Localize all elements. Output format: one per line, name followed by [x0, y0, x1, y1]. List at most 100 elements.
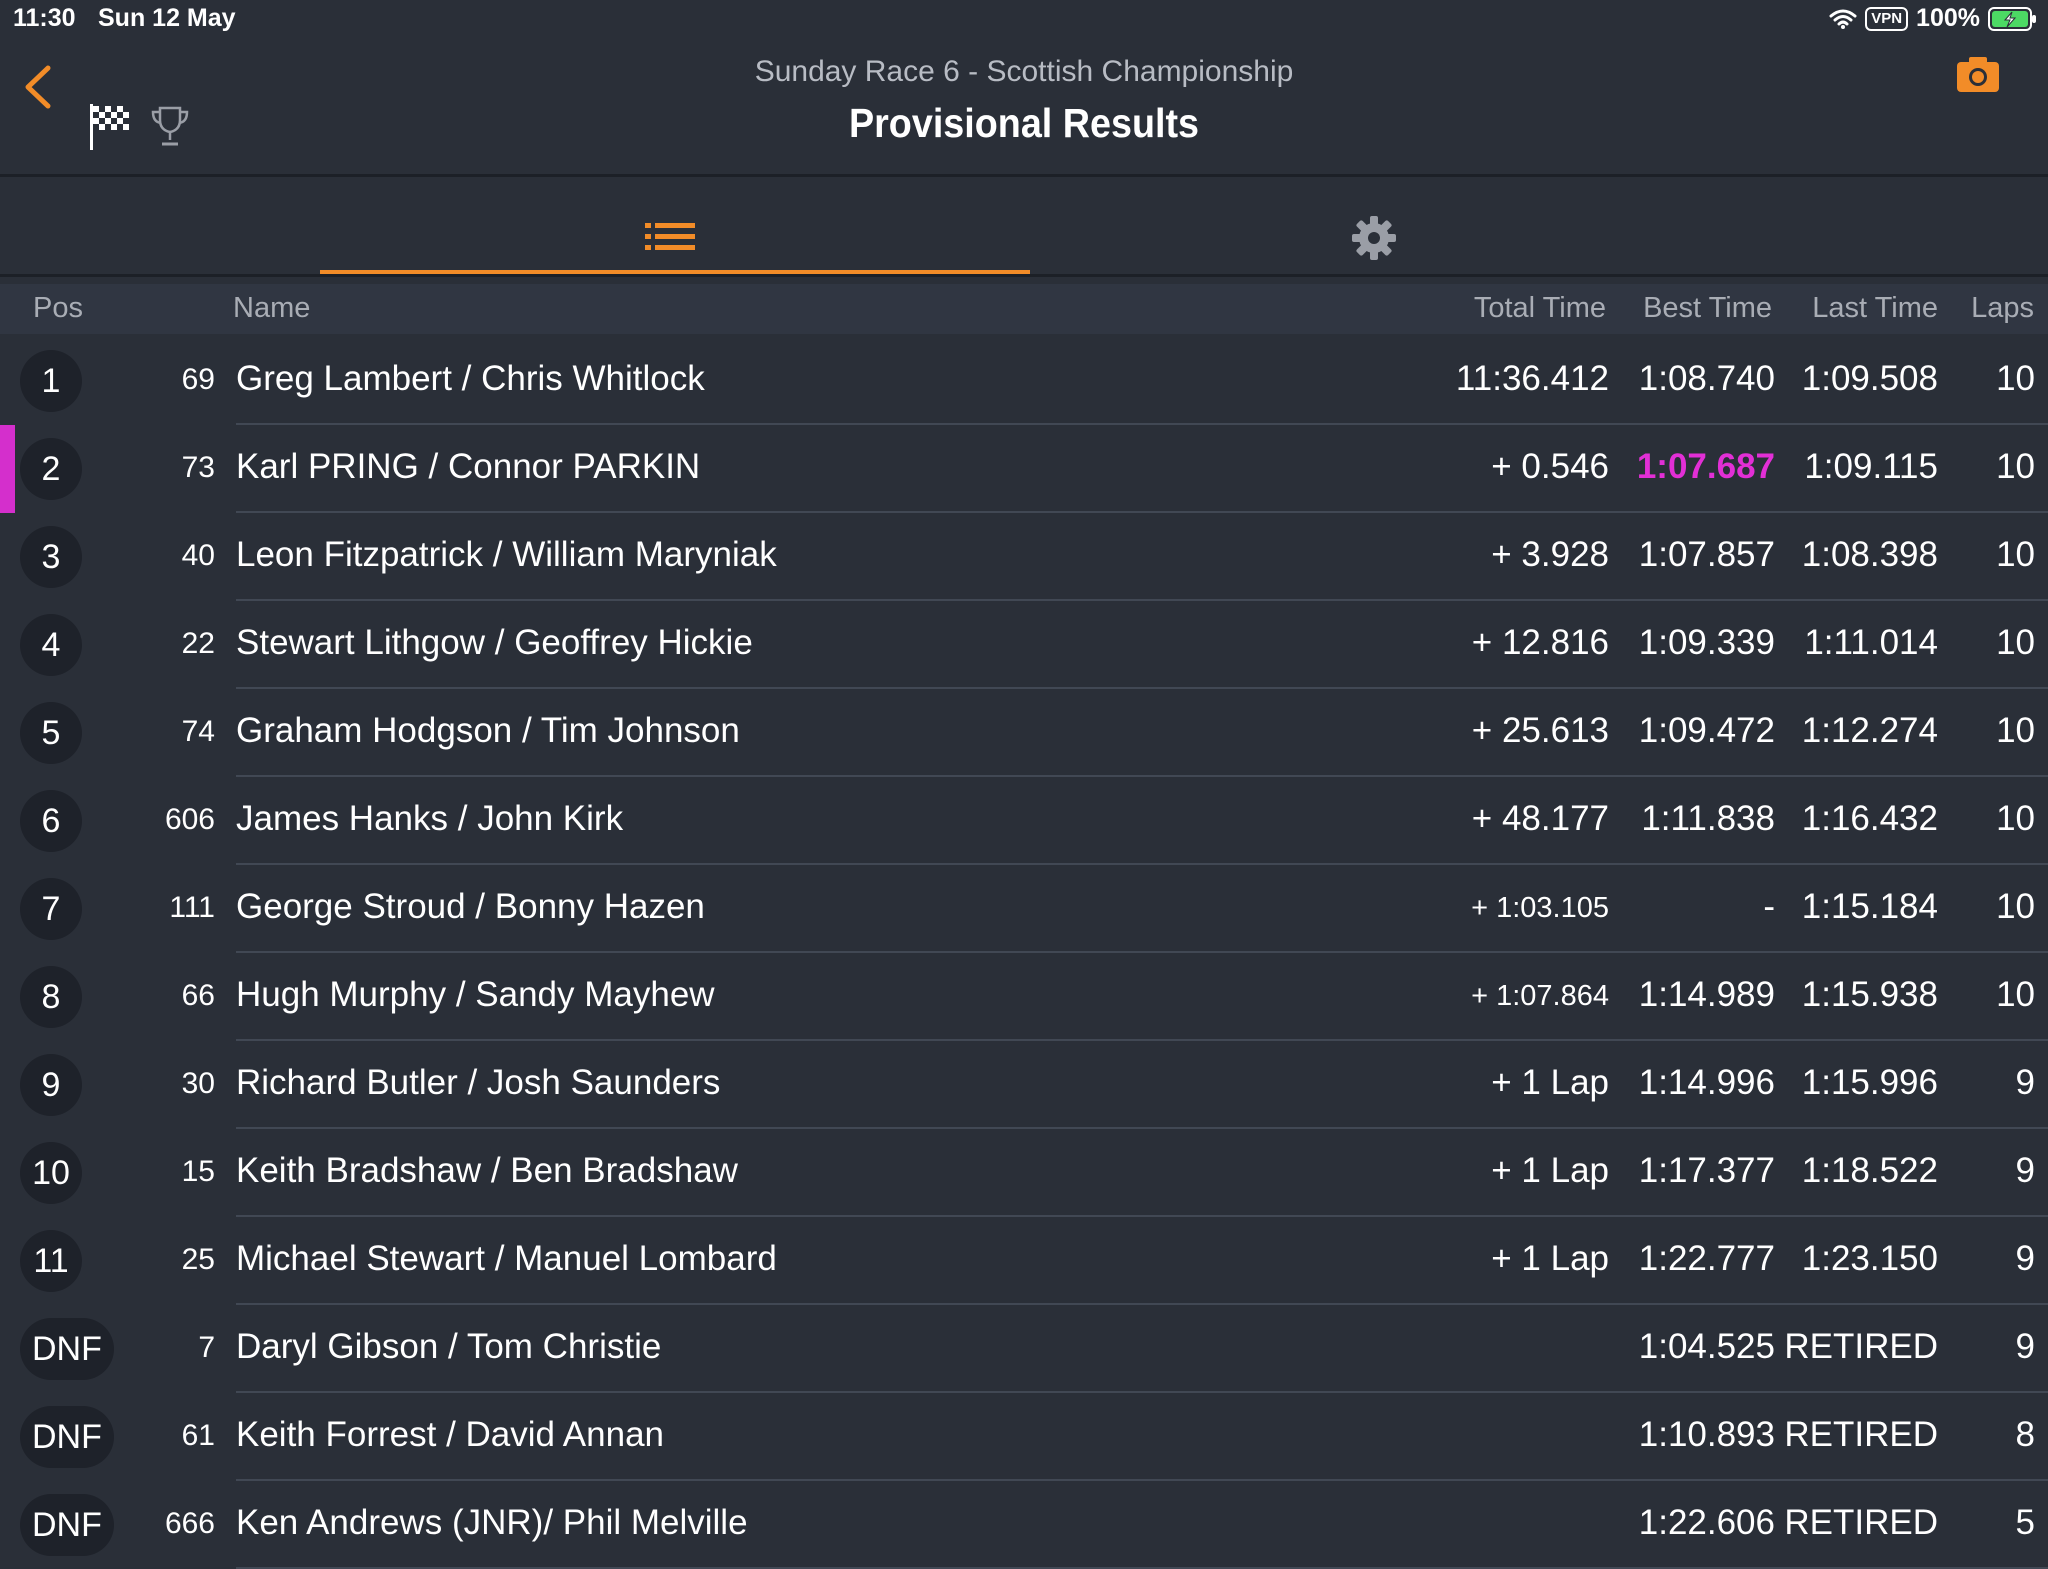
camera-icon[interactable] [1955, 54, 2001, 94]
total-time: 11:36.412 [1455, 359, 1609, 398]
list-icon [645, 223, 695, 250]
laps-count: 9 [2015, 1063, 2035, 1102]
driver-names: Keith Bradshaw / Ben Bradshaw [236, 1151, 738, 1190]
position-badge: 2 [20, 438, 82, 500]
laps-count: 10 [1996, 359, 2035, 398]
laps-count: 5 [2015, 1503, 2035, 1542]
column-header-pos: Pos [33, 292, 83, 324]
last-time: 1:09.115 [1804, 447, 1938, 486]
driver-names: James Hanks / John Kirk [236, 799, 624, 838]
table-row[interactable]: 1 69 Greg Lambert / Chris Whitlock 11:36… [0, 337, 2048, 425]
table-row[interactable]: DNF 7 Daryl Gibson / Tom Christie 1:04.5… [0, 1305, 2048, 1393]
last-time: 1:23.150 [1801, 1239, 1938, 1278]
car-number: 111 [169, 891, 215, 924]
driver-names: Greg Lambert / Chris Whitlock [236, 359, 705, 398]
vpn-badge: VPN [1865, 6, 1909, 31]
race-subtitle: Sunday Race 6 - Scottish Championship [754, 55, 1294, 88]
results-column-headers: Pos Name Total Time Best Time Last Time … [0, 284, 2048, 334]
best-time: 1:04.525 [1638, 1327, 1775, 1366]
driver-names: Karl PRING / Connor PARKIN [236, 447, 701, 486]
last-time: RETIRED [1784, 1327, 1938, 1366]
gear-icon[interactable] [1350, 214, 1398, 262]
table-row[interactable]: 10 15 Keith Bradshaw / Ben Bradshaw + 1 … [0, 1129, 2048, 1217]
last-time: 1:15.996 [1801, 1063, 1938, 1102]
driver-names: Michael Stewart / Manuel Lombard [236, 1239, 777, 1278]
best-time: - [1763, 887, 1775, 926]
last-time: 1:15.938 [1801, 975, 1938, 1014]
laps-count: 10 [1996, 535, 2035, 574]
position-badge: 1 [20, 350, 82, 412]
row-divider [236, 599, 2048, 601]
car-number: 74 [181, 715, 215, 748]
car-number: 15 [181, 1155, 215, 1188]
total-time: + 1 Lap [1491, 1239, 1609, 1278]
column-header-last-time: Last Time [1812, 292, 1938, 324]
table-row[interactable]: 8 66 Hugh Murphy / Sandy Mayhew + 1:07.8… [0, 953, 2048, 1041]
car-number: 69 [181, 363, 215, 396]
laps-count: 9 [2015, 1327, 2035, 1366]
last-time: 1:16.432 [1801, 799, 1938, 838]
tab-results-list[interactable] [320, 177, 1030, 274]
car-number: 40 [181, 539, 215, 572]
page-title: Provisional Results [848, 100, 1200, 146]
car-number: 66 [181, 979, 215, 1012]
best-time: 1:07.857 [1638, 535, 1775, 574]
best-time: 1:17.377 [1638, 1151, 1775, 1190]
laps-count: 9 [2015, 1151, 2035, 1190]
row-divider [236, 951, 2048, 953]
position-badge: 4 [20, 614, 82, 676]
laps-count: 10 [1996, 799, 2035, 838]
battery-percent: 100% [1916, 4, 1980, 32]
last-time: RETIRED [1784, 1503, 1938, 1542]
position-badge: 3 [20, 526, 82, 588]
table-row[interactable]: 7 111 George Stroud / Bonny Hazen + 1:03… [0, 865, 2048, 953]
row-divider [236, 1391, 2048, 1393]
total-time: + 1:07.864 [1471, 980, 1609, 1012]
position-badge: 7 [20, 878, 82, 940]
battery-charging-icon [1988, 6, 2036, 31]
total-time: + 1:03.105 [1471, 892, 1609, 924]
total-time: + 48.177 [1471, 799, 1609, 838]
results-header: Sunday Race 6 - Scottish Championship Pr… [0, 40, 2048, 177]
best-time-fastest: 1:07.687 [1636, 447, 1775, 486]
column-header-best-time: Best Time [1643, 292, 1772, 324]
best-time: 1:14.996 [1638, 1063, 1775, 1102]
driver-names: Richard Butler / Josh Saunders [236, 1063, 721, 1102]
trophy-icon[interactable] [148, 104, 192, 148]
position-badge: 6 [20, 790, 82, 852]
driver-names: Graham Hodgson / Tim Johnson [236, 711, 740, 750]
table-row[interactable]: 9 30 Richard Butler / Josh Saunders + 1 … [0, 1041, 2048, 1129]
best-time: 1:11.838 [1641, 799, 1775, 838]
row-divider [236, 1303, 2048, 1305]
best-time: 1:22.606 [1638, 1503, 1775, 1542]
laps-count: 10 [1996, 711, 2035, 750]
laps-count: 10 [1996, 623, 2035, 662]
position-badge: 9 [20, 1054, 82, 1116]
row-divider [236, 775, 2048, 777]
last-time: 1:08.398 [1801, 535, 1938, 574]
back-chevron-icon[interactable] [18, 62, 58, 112]
driver-names: Leon Fitzpatrick / William Maryniak [236, 535, 777, 574]
last-time: 1:09.508 [1801, 359, 1938, 398]
row-divider [236, 1039, 2048, 1041]
car-number: 666 [164, 1507, 215, 1540]
tab-bar [0, 177, 2048, 277]
table-row[interactable]: 4 22 Stewart Lithgow / Geoffrey Hickie +… [0, 601, 2048, 689]
table-row[interactable]: 3 40 Leon Fitzpatrick / William Maryniak… [0, 513, 2048, 601]
table-row[interactable]: 6 606 James Hanks / John Kirk + 48.177 1… [0, 777, 2048, 865]
fastest-lap-indicator [0, 425, 15, 513]
table-row[interactable]: 11 25 Michael Stewart / Manuel Lombard +… [0, 1217, 2048, 1305]
table-row[interactable]: 2 73 Karl PRING / Connor PARKIN + 0.546 … [0, 425, 2048, 513]
column-header-name: Name [233, 292, 311, 324]
checkered-flag-icon[interactable] [87, 102, 131, 152]
status-date: Sun 12 May [98, 4, 236, 32]
table-row[interactable]: DNF 61 Keith Forrest / David Annan 1:10.… [0, 1393, 2048, 1481]
row-divider [236, 1215, 2048, 1217]
wifi-icon [1829, 9, 1857, 29]
best-time: 1:10.893 [1638, 1415, 1775, 1454]
table-row[interactable]: 5 74 Graham Hodgson / Tim Johnson + 25.6… [0, 689, 2048, 777]
car-number: 30 [181, 1067, 215, 1100]
status-indicators: VPN 100% [1829, 4, 2038, 33]
laps-count: 9 [2015, 1239, 2035, 1278]
table-row[interactable]: DNF 666 Ken Andrews (JNR)/ Phil Melville… [0, 1481, 2048, 1569]
